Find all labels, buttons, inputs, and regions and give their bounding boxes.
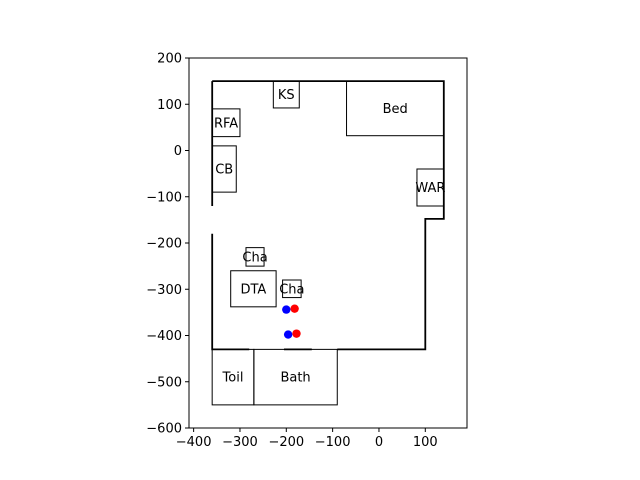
room-label: Toil — [222, 371, 244, 386]
x-tick-label: −200 — [268, 435, 304, 450]
y-tick-label: −400 — [146, 329, 182, 344]
room-label: DTA — [240, 282, 266, 297]
y-tick-label: 200 — [157, 52, 182, 67]
room-cb: CB — [211, 145, 237, 193]
room-war: WAR — [415, 168, 445, 207]
room-box — [230, 270, 277, 308]
y-tick-label: 100 — [157, 98, 182, 113]
room-cha2: Cha — [279, 279, 305, 299]
x-tick-label: 100 — [413, 435, 438, 450]
rooms: RFA KS Bed CB WAR Cha DTA Cha Toil Bath — [211, 80, 445, 406]
room-ks: KS — [272, 80, 300, 109]
y-tick-label: −600 — [146, 422, 182, 437]
x-tick-label: −400 — [176, 435, 212, 450]
y-tick-label: −100 — [146, 190, 182, 205]
position-markers — [282, 304, 301, 339]
room-box — [211, 145, 237, 193]
position-dot — [292, 329, 301, 338]
room-toil: Toil — [211, 348, 255, 406]
y-tick-label: −300 — [146, 283, 182, 298]
y-tick-label: 0 — [174, 144, 182, 159]
room-label: Cha — [279, 282, 304, 297]
room-bath: Bath — [253, 348, 338, 406]
room-label: Bath — [280, 371, 310, 386]
y-tick-label: −200 — [146, 237, 182, 252]
room-cha1: Cha — [242, 247, 268, 267]
y-tick-label: −500 — [146, 375, 182, 390]
axis-ticks: −400 −300 −200 −100 0 1002001000−100−200−300−… — [146, 52, 437, 451]
x-tick-label: −100 — [315, 435, 351, 450]
room-dta: DTA — [230, 270, 277, 308]
room-bed: Bed — [346, 80, 445, 137]
room-label: RFA — [214, 116, 238, 131]
room-box — [211, 108, 241, 138]
position-dot — [290, 304, 299, 313]
x-tick-label: 0 — [375, 435, 383, 450]
room-label: Cha — [242, 250, 267, 265]
wall-segment — [212, 80, 445, 351]
room-box — [253, 348, 338, 406]
room-label: Bed — [383, 102, 408, 117]
room-label: CB — [215, 163, 233, 178]
room-rfa: RFA — [211, 108, 241, 138]
room-label: KS — [278, 88, 295, 103]
room-box — [245, 247, 265, 267]
room-box — [416, 168, 445, 207]
room-label: WAR — [415, 181, 445, 196]
room-box — [346, 80, 445, 137]
room-box — [272, 80, 300, 109]
x-tick-label: −300 — [222, 435, 258, 450]
position-dot — [282, 305, 291, 314]
room-box — [282, 279, 302, 299]
walls — [211, 80, 445, 351]
position-dot — [283, 330, 293, 339]
